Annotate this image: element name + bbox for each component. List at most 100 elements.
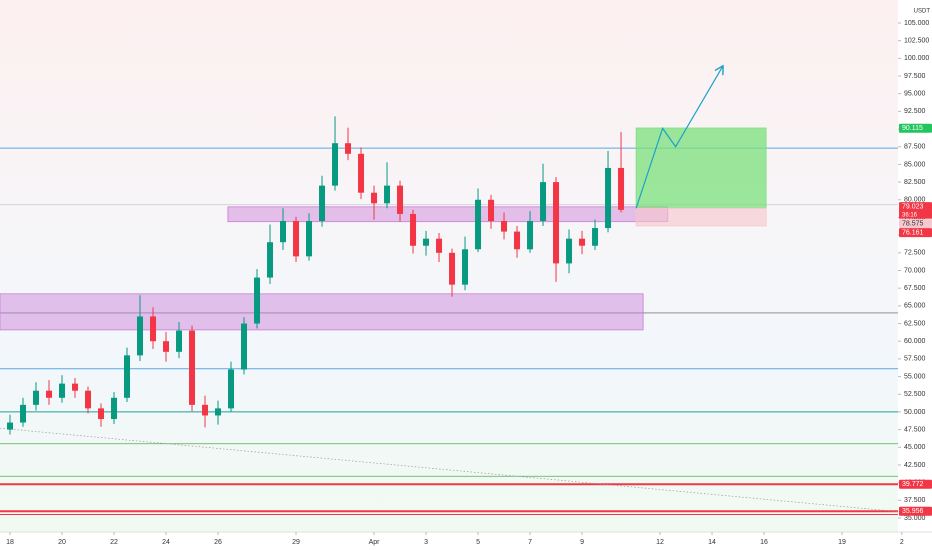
x-tick-label: 29 [292, 539, 300, 546]
x-tick-label: 19 [838, 539, 846, 546]
y-tick-label: 92.500 [904, 108, 926, 115]
y-tick-label: 67.500 [904, 285, 926, 292]
candle-body [189, 330, 196, 405]
candle-body [501, 220, 508, 232]
candle-body [85, 390, 92, 409]
zone [0, 293, 644, 331]
y-tick-label: 70.000 [904, 267, 926, 274]
candle-body [592, 228, 599, 246]
y-tick-label: 52.500 [904, 391, 926, 398]
price-label-box [899, 228, 932, 238]
price-label: 79.023 [902, 204, 924, 211]
y-tick-label: 72.500 [904, 250, 926, 257]
x-tick-label: 16 [760, 539, 768, 546]
y-tick-label: 82.500 [904, 179, 926, 186]
candle-body [579, 238, 586, 246]
y-tick-label: 100.000 [904, 55, 929, 62]
candle-body [98, 408, 105, 419]
candle-body [306, 220, 313, 257]
candle-body [488, 199, 495, 221]
x-tick-label: 7 [528, 539, 532, 546]
price-label: 35.956 [902, 508, 924, 515]
candle-body [540, 182, 547, 221]
y-tick-label: 102.500 [904, 38, 929, 45]
candle-body [410, 213, 417, 246]
candle-body [280, 220, 287, 243]
candle-body [605, 167, 612, 229]
y-tick-label: 62.500 [904, 320, 926, 327]
candle-body [111, 397, 118, 419]
candle-body [384, 185, 391, 204]
candle-body [176, 330, 183, 352]
price-label-box [899, 219, 932, 229]
candle-body [72, 383, 79, 391]
candle-body [436, 238, 443, 253]
candle-body [358, 153, 365, 193]
plot-background [0, 0, 898, 532]
x-tick-label: 26 [214, 539, 222, 546]
candle-body [254, 277, 261, 324]
y-tick-label: 87.500 [904, 144, 926, 151]
price-label: 39.772 [902, 481, 924, 488]
candle-body [241, 323, 248, 370]
y-tick-label: 42.500 [904, 462, 926, 469]
price-label-box [899, 506, 932, 516]
y-tick-label: 65.000 [904, 303, 926, 310]
projection-arrow [635, 67, 722, 209]
y-tick-label: 37.500 [904, 497, 926, 504]
countdown: 36:16 [902, 212, 918, 218]
target-box [635, 127, 767, 209]
y-tick-label: 35.000 [904, 515, 926, 522]
x-tick-label: 18 [6, 539, 14, 546]
countdown-box [899, 210, 932, 219]
price-label: 90.115 [902, 125, 923, 132]
x-tick-label: 3 [424, 539, 428, 546]
price-label: 76.161 [902, 230, 924, 237]
candle-body [618, 167, 625, 210]
candle-body [319, 185, 326, 221]
candle-body [397, 185, 404, 214]
candle-body [553, 182, 560, 264]
candle-body [33, 390, 40, 405]
candle-body [137, 316, 144, 356]
candle-body [202, 404, 209, 416]
y-tick-label: 45.000 [904, 444, 926, 451]
candle-body [475, 199, 482, 250]
candle-body [124, 355, 131, 398]
x-tick-label: 5 [476, 539, 480, 546]
x-tick-label: 14 [708, 539, 716, 546]
x-tick-label: 2 [900, 539, 904, 546]
time-axis [0, 532, 932, 550]
price-label: 78.575 [902, 221, 924, 228]
price-label-box [899, 479, 932, 489]
y-tick-label: 80.000 [904, 197, 926, 204]
x-tick-label: 24 [162, 539, 170, 546]
price-axis [898, 0, 932, 550]
candle-body [514, 231, 521, 250]
price-label-box [899, 202, 932, 212]
candle-body [527, 220, 534, 250]
candle-body [566, 238, 573, 264]
candle-body [345, 143, 352, 154]
x-tick-label: 20 [58, 539, 66, 546]
candle-body [150, 316, 157, 342]
y-tick-label: 85.000 [904, 161, 926, 168]
x-tick-label: 12 [656, 539, 664, 546]
y-tick-label: 55.000 [904, 373, 926, 380]
candle-body [267, 242, 274, 278]
candle-body [228, 369, 235, 409]
y-tick-label: 50.000 [904, 409, 926, 416]
candle-body [20, 404, 27, 423]
candle-body [462, 249, 469, 285]
candle-body [46, 390, 53, 398]
candle-body [59, 383, 66, 398]
candle-body [332, 143, 339, 186]
zone [227, 206, 669, 223]
y-tick-label: 97.500 [904, 73, 926, 80]
candle-body [423, 238, 430, 246]
candle-body [7, 422, 14, 430]
y-tick-label: 57.500 [904, 356, 926, 363]
y-tick-label: 60.000 [904, 338, 926, 345]
x-tick-label: Apr [369, 539, 381, 546]
